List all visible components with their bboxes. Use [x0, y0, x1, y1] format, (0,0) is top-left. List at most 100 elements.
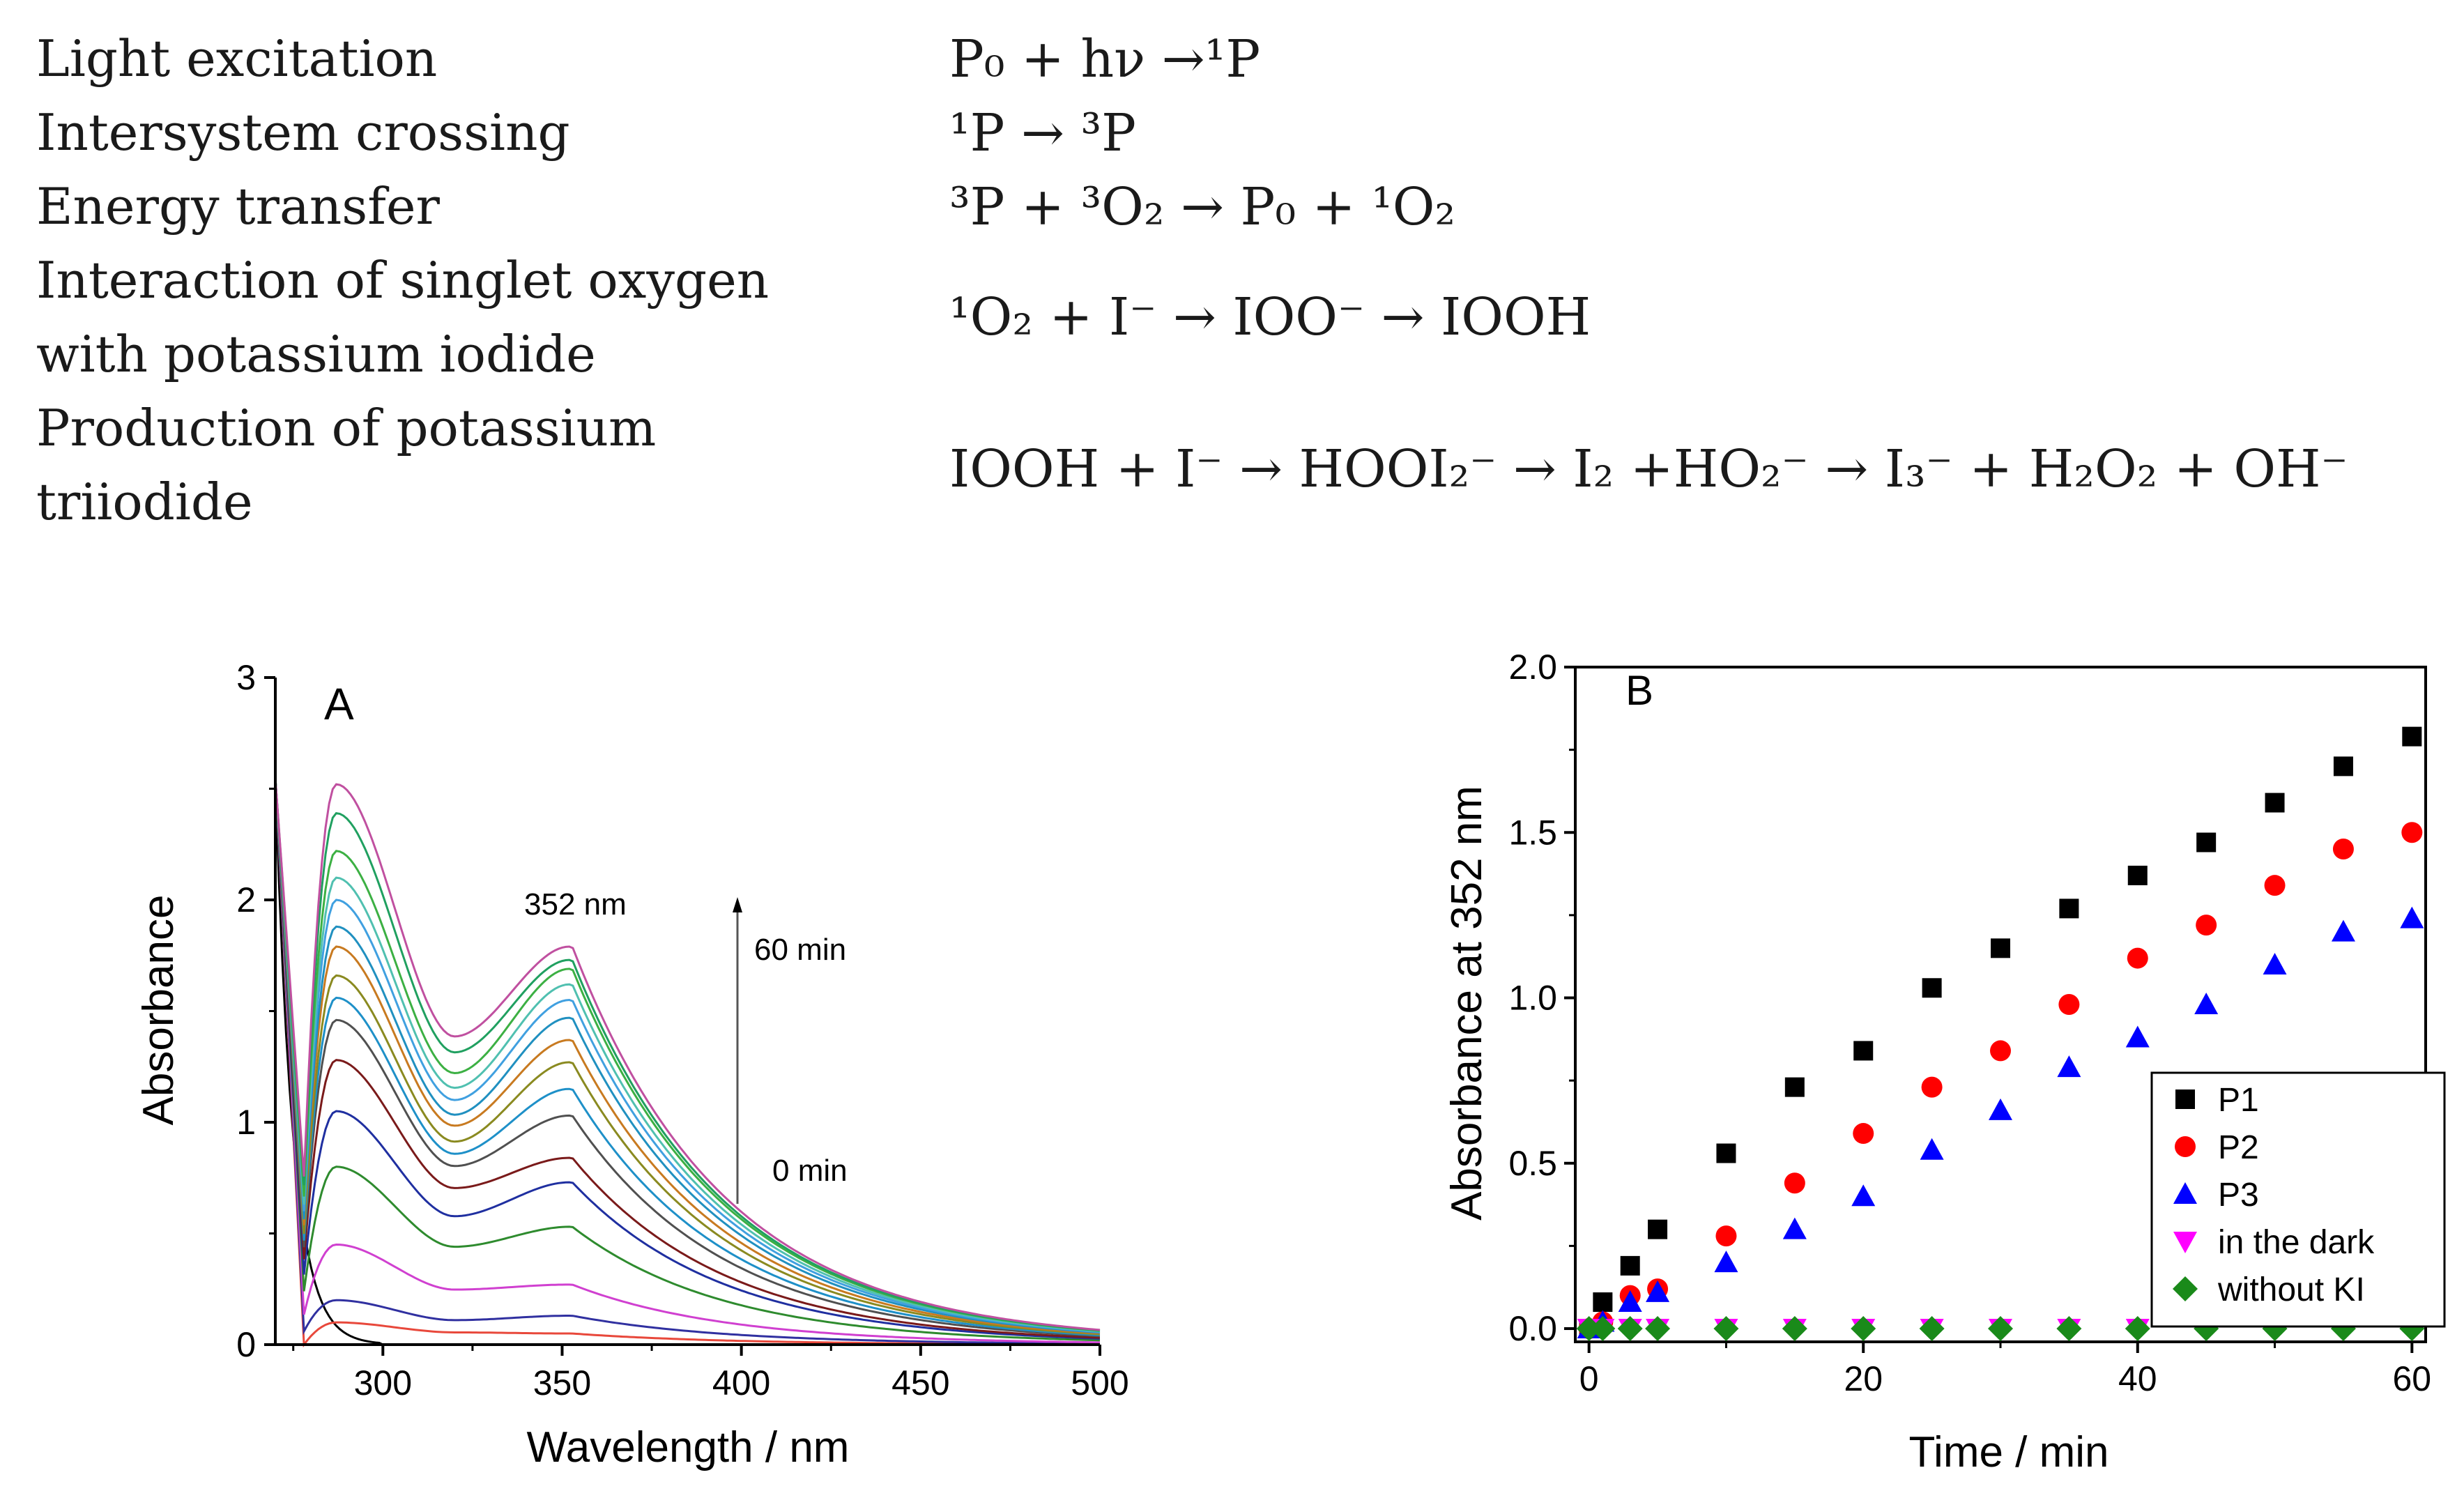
chart-b-point: [1593, 1292, 1613, 1313]
equation-singlet-oxygen: ¹O₂ + I⁻ → IOO⁻ → IOOH: [949, 287, 1591, 347]
equation-light-excitation: P₀ + hν →¹P: [949, 29, 1261, 89]
chart-b-point: [1922, 978, 1942, 998]
chart-a-spectrum-14: [274, 777, 1101, 1332]
chart-a-spectrum-6: [274, 777, 1101, 1339]
chart-a-y-tick-label: 2: [236, 880, 256, 919]
chart-b-point: [1715, 1225, 1737, 1247]
chart-b-point: [1646, 1280, 1670, 1302]
chart-a-spectrum-3: [274, 777, 1100, 1344]
legend-entry-label: P3: [2218, 1177, 2259, 1214]
chart-b-point: [1784, 1077, 1805, 1097]
chart-a-spectrum-15: [274, 777, 1101, 1332]
chart-b-y-tick-label: 1.5: [1508, 813, 1557, 852]
chart-b-point: [1989, 1098, 2012, 1120]
chart-b-point: [2056, 1316, 2082, 1342]
chart-b-point: [1617, 1316, 1643, 1342]
chart-b-y-axis-label: Absorbance at 352 nm: [1443, 786, 1491, 1221]
chart-a-spectrum-0: [274, 777, 1100, 1346]
chart-a-x-tick-label: 500: [1071, 1363, 1128, 1402]
chart-b-legend: P1 P2 P3 in the dark without KI: [2150, 1071, 2446, 1328]
chart-b-point: [2127, 947, 2148, 969]
chart-a-spectrum-7: [274, 777, 1101, 1338]
chart-a-y-tick-label: 1: [236, 1103, 256, 1142]
chart-a-spectrum-12: [274, 777, 1101, 1333]
equation-triiodide: IOOH + I⁻ → HOOI₂⁻ → I₂ +HO₂⁻ → I₃⁻ + H₂…: [949, 439, 2348, 499]
chart-b-point: [2125, 1025, 2150, 1048]
chart-b-point: [2331, 919, 2355, 942]
chart-b-y-tick-label: 0.5: [1508, 1144, 1557, 1183]
chart-b-point: [2057, 1055, 2081, 1078]
chart-a-x-tick-label: 350: [533, 1363, 591, 1402]
chart-b-point: [2400, 906, 2424, 928]
legend-entry-label: P1: [2218, 1082, 2259, 1119]
chart-b-point: [1645, 1316, 1671, 1342]
legend-entry-label: in the dark: [2218, 1224, 2375, 1261]
chart-b-y-tick-label: 2.0: [1508, 648, 1557, 687]
chart-b-point: [1851, 1184, 1876, 1207]
chart-b-point: [2401, 822, 2423, 843]
chart-b-point: [1620, 1255, 1640, 1276]
chart-b-point: [2264, 875, 2286, 896]
chart-b-point: [1782, 1217, 1807, 1239]
chart-b-point: [1618, 1290, 1642, 1313]
chart-b-point: [1988, 1316, 2013, 1342]
step-label-singlet-oxygen-line1: Interaction of singlet oxygen: [36, 251, 770, 309]
legend-entry-label: P2: [2218, 1129, 2259, 1166]
chart-b-point: [1921, 1076, 1943, 1098]
chart-a-y-tick-label: 3: [236, 658, 256, 697]
chart-a-spectrum-5: [274, 777, 1101, 1340]
equation-intersystem-crossing: ¹P → ³P: [949, 103, 1136, 163]
chart-b-panel-label: B: [1625, 667, 1653, 714]
chart-b-point: [1991, 938, 2010, 958]
chart-a-spectra: 300 350 400 450 500 0 1 2 3 A 352 nm 60 min 0 mi…: [135, 658, 1129, 1471]
step-label-triiodide-line1: Production of potassium: [36, 399, 657, 457]
chart-b-x-axis-label: Time / min: [1908, 1428, 2109, 1476]
chart-b-point: [1851, 1316, 1876, 1342]
chart-b-point: [1919, 1316, 1945, 1342]
reaction-scheme: Light excitation P₀ + hν →¹P Intersystem…: [0, 0, 2464, 572]
chart-a-y-axis-label: Absorbance: [135, 895, 183, 1126]
chart-a-spectrum-1: [274, 777, 1100, 1348]
chart-b-point: [2059, 899, 2079, 919]
equation-energy-transfer: ³P + ³O₂ → P₀ + ¹O₂: [949, 177, 1456, 237]
chart-a-spectrum-13: [274, 777, 1101, 1333]
legend-marker: [2175, 1089, 2195, 1109]
chart-b-x-tick-label: 20: [1844, 1359, 1883, 1398]
chart-b-point: [1784, 1172, 1805, 1194]
chart-b-point: [1713, 1316, 1739, 1342]
chart-b-point: [2332, 838, 2354, 859]
chart-a-spectrum-16: [274, 777, 1101, 1331]
chart-b-x-tick-label: 40: [2118, 1359, 2157, 1398]
chart-b-point: [2196, 915, 2217, 936]
chart-b-point: [2127, 865, 2148, 885]
chart-b-point: [1590, 1316, 1616, 1342]
step-label-light-excitation: Light excitation: [36, 29, 438, 88]
chart-b-point: [1648, 1219, 1668, 1239]
chart-a-panel-label: A: [324, 679, 354, 729]
chart-b-point: [1990, 1040, 2011, 1062]
chart-b-y-tick-label: 0.0: [1508, 1309, 1557, 1348]
legend-marker: [2173, 1182, 2197, 1204]
chart-b-y-tick-label: 1.0: [1508, 979, 1557, 1018]
chart-a-spectrum-11: [274, 777, 1101, 1334]
chart-a-peak-annotation: 352 nm: [524, 887, 627, 922]
chart-b-point: [2402, 726, 2422, 747]
chart-a-arrow-bottom-label: 0 min: [772, 1154, 848, 1188]
chart-a-x-axis-label: Wavelength / nm: [527, 1423, 850, 1471]
chart-b-point: [1782, 1316, 1807, 1342]
chart-b-point: [1920, 1138, 1944, 1160]
chart-a-spectrum-2: [274, 777, 1101, 1345]
chart-a-y-tick-label: 0: [236, 1325, 256, 1364]
chart-b-point: [1716, 1143, 1736, 1163]
chart-b-point: [2263, 953, 2287, 975]
step-label-triiodide-line2: triiodide: [36, 473, 253, 531]
chart-b-point: [1576, 1316, 1602, 1342]
chart-b-point: [2333, 756, 2353, 777]
chart-b-kinetics: 0 20 40 60 0.0 0.5 1.0 1.5 2.0 B P1 P2 P3 in the da…: [1443, 648, 2446, 1476]
legend-entry-label: without KI: [2217, 1271, 2365, 1308]
chart-b-point: [1853, 1041, 1874, 1061]
chart-a-spectrum-10: [274, 777, 1101, 1335]
chart-a-x-tick-label: 450: [892, 1363, 949, 1402]
chart-b-point: [2058, 994, 2080, 1015]
chart-b-point: [2196, 832, 2217, 852]
